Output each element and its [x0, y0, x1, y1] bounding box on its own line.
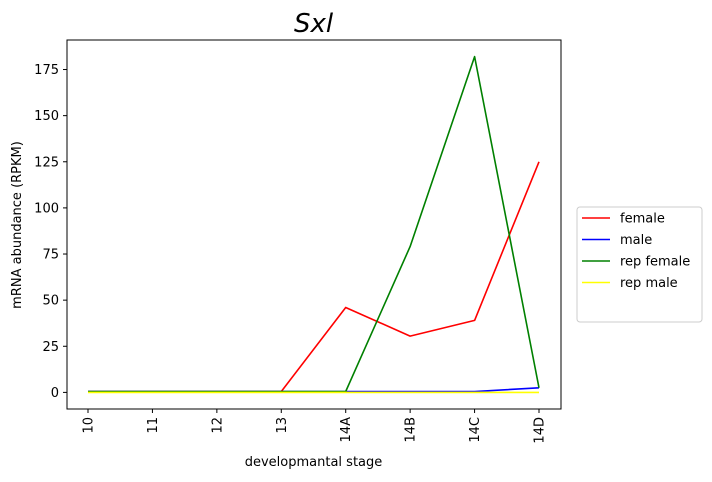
legend-box [576, 206, 703, 323]
plot-frame [66, 39, 562, 410]
x-tick-label: 14B [404, 417, 419, 442]
legend-label-male: male [620, 233, 652, 248]
y-tick-label: 50 [42, 294, 59, 309]
y-tick-label: 25 [42, 340, 59, 355]
series-line-female [88, 161, 540, 393]
legend: female male rep female rep male [576, 206, 703, 323]
legend-label-female: female [620, 212, 665, 227]
y-axis-label: mRNA abundance (RPKM) [10, 141, 25, 309]
x-tick-label: 14C [468, 417, 483, 443]
x-tick-label: 13 [275, 417, 290, 434]
series-line-rep-female [88, 55, 540, 393]
y-tick-label: 100 [34, 201, 59, 216]
x-tick-label: 11 [146, 417, 161, 434]
y-tick-label: 150 [34, 109, 59, 124]
legend-label-rep-female: rep female [620, 255, 690, 270]
y-tick-label: 0 [51, 386, 59, 401]
x-tick-label: 14D [533, 417, 548, 444]
x-tick-label: 10 [82, 417, 97, 434]
x-tick-label: 12 [210, 417, 225, 434]
chart-title: Sxl [294, 9, 334, 39]
y-tick-label: 125 [34, 155, 59, 170]
legend-label-rep-male: rep male [620, 276, 678, 291]
x-axis-label: developmantal stage [245, 455, 383, 470]
y-tick-label: 175 [34, 63, 59, 78]
x-tick-label: 14A [339, 417, 354, 443]
y-tick-label: 75 [42, 248, 59, 263]
